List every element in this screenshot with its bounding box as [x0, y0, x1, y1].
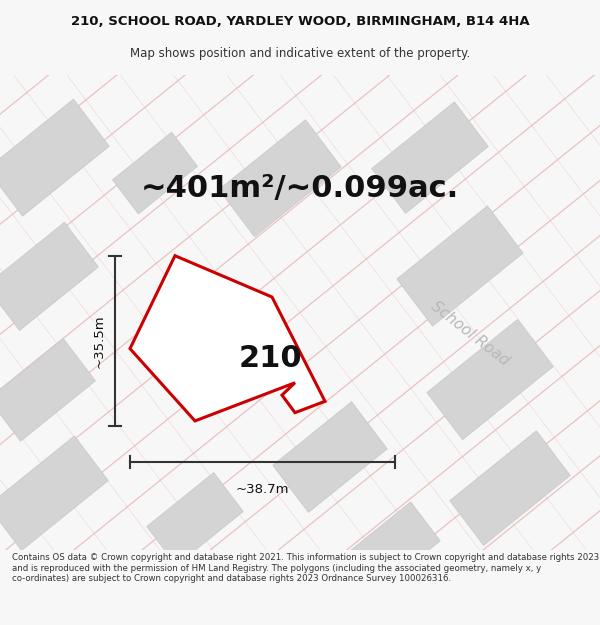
Polygon shape — [427, 319, 553, 440]
Polygon shape — [273, 402, 387, 512]
Polygon shape — [450, 431, 570, 546]
Polygon shape — [397, 206, 523, 326]
Polygon shape — [340, 502, 440, 598]
Polygon shape — [0, 222, 98, 331]
Text: 210, SCHOOL ROAD, YARDLEY WOOD, BIRMINGHAM, B14 4HA: 210, SCHOOL ROAD, YARDLEY WOOD, BIRMINGH… — [71, 15, 529, 28]
Polygon shape — [219, 120, 341, 237]
Polygon shape — [0, 99, 109, 216]
Text: School Road: School Road — [428, 298, 512, 368]
Text: Contains OS data © Crown copyright and database right 2021. This information is : Contains OS data © Crown copyright and d… — [12, 553, 599, 583]
Polygon shape — [0, 339, 95, 441]
Polygon shape — [371, 102, 488, 213]
Text: Map shows position and indicative extent of the property.: Map shows position and indicative extent… — [130, 46, 470, 59]
Polygon shape — [130, 256, 325, 421]
Polygon shape — [0, 436, 108, 551]
Text: ~38.7m: ~38.7m — [236, 483, 289, 496]
Text: ~401m²/~0.099ac.: ~401m²/~0.099ac. — [141, 174, 459, 203]
Polygon shape — [113, 132, 197, 214]
Text: ~35.5m: ~35.5m — [92, 314, 106, 368]
Text: 210: 210 — [238, 344, 302, 374]
Polygon shape — [147, 472, 243, 566]
